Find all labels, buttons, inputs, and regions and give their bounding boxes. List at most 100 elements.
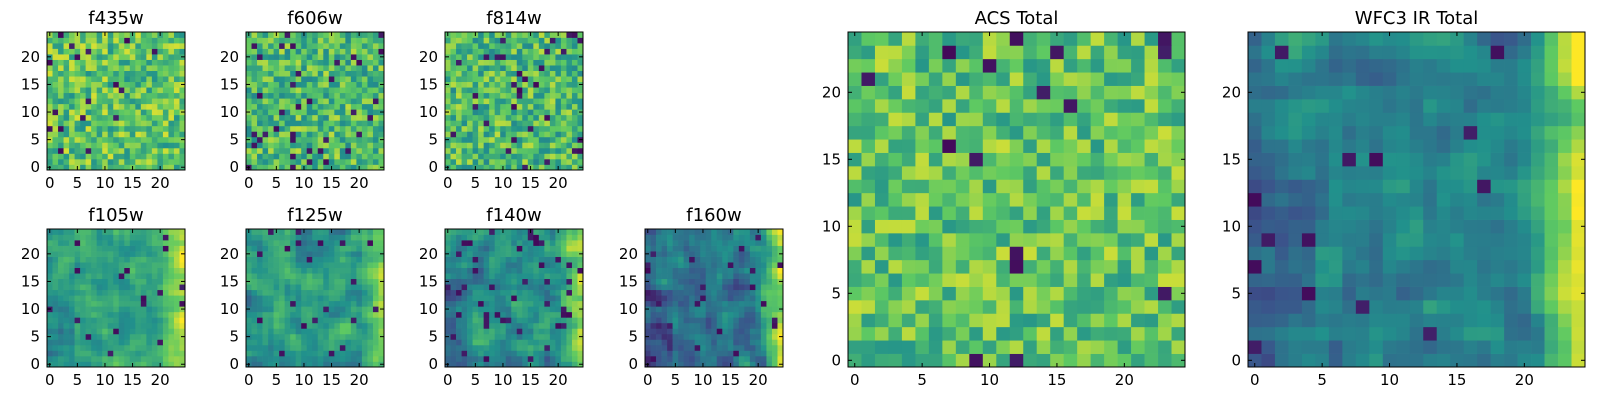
heatmap-cell xyxy=(738,322,745,329)
heatmap-cell xyxy=(467,37,473,44)
heatmap-cell xyxy=(494,98,501,105)
heatmap-cell xyxy=(915,259,930,274)
heatmap-cell xyxy=(549,311,556,318)
heatmap-cell xyxy=(372,229,379,235)
heatmap-cell xyxy=(135,344,142,351)
heatmap-cell xyxy=(262,273,269,280)
heatmap-cell xyxy=(489,131,496,138)
heatmap-cell xyxy=(157,136,164,143)
heatmap-cell xyxy=(350,87,357,94)
heatmap-cell xyxy=(538,43,545,49)
heatmap-cell xyxy=(312,328,319,335)
heatmap-cell xyxy=(345,350,352,357)
heatmap-cell xyxy=(257,65,263,71)
heatmap-cell xyxy=(151,65,158,71)
heatmap-cell xyxy=(516,87,523,94)
heatmap-cell xyxy=(516,153,523,160)
heatmap-cell xyxy=(874,259,889,274)
heatmap-cell xyxy=(339,328,346,335)
heatmap-cell xyxy=(273,87,280,94)
heatmap-cell xyxy=(577,92,584,99)
heatmap-cell xyxy=(560,81,567,88)
heatmap-cell xyxy=(760,273,767,280)
heatmap-cell xyxy=(705,289,712,296)
heatmap-cell xyxy=(367,59,374,66)
heatmap-cell xyxy=(771,229,778,235)
heatmap-cell xyxy=(555,109,562,116)
heatmap-cell xyxy=(96,131,103,138)
heatmap-cell xyxy=(58,300,64,307)
heatmap-cell xyxy=(711,317,718,324)
heatmap-cell xyxy=(467,284,473,291)
heatmap-cell xyxy=(124,114,131,121)
heatmap-cell xyxy=(650,278,657,285)
heatmap-cell xyxy=(323,344,330,351)
heatmap-cell xyxy=(251,103,258,110)
heatmap-cell xyxy=(522,361,529,368)
heatmap-cell xyxy=(478,76,484,83)
heatmap-cell xyxy=(533,125,540,132)
heatmap-cell xyxy=(168,92,175,99)
heatmap-cell xyxy=(378,322,385,329)
heatmap-cell xyxy=(102,131,109,138)
heatmap-cell xyxy=(107,48,114,55)
heatmap-cell xyxy=(372,262,379,268)
heatmap-cell xyxy=(118,92,125,99)
heatmap-cell xyxy=(328,350,335,357)
heatmap-cell xyxy=(124,32,131,38)
heatmap-cell xyxy=(96,289,103,296)
heatmap-cell xyxy=(279,70,285,77)
heatmap-cell xyxy=(146,311,153,318)
heatmap-cell xyxy=(538,32,545,38)
heatmap-cell xyxy=(511,339,518,346)
heatmap-cell xyxy=(339,344,346,351)
heatmap-cell xyxy=(744,284,751,291)
heatmap-cell xyxy=(140,98,147,105)
heatmap-cell xyxy=(268,43,274,49)
heatmap-cell xyxy=(251,92,258,99)
heatmap-cell xyxy=(113,136,120,143)
heatmap-cell xyxy=(251,322,258,329)
heatmap-cell xyxy=(450,240,457,246)
heatmap-cell xyxy=(527,234,534,241)
heatmap-cell xyxy=(467,267,473,274)
heatmap-cell xyxy=(472,125,479,132)
x-tick-label: 20 xyxy=(350,371,369,389)
heatmap-cell xyxy=(246,43,252,49)
heatmap-cell xyxy=(52,267,59,274)
heatmap-cell xyxy=(146,240,153,246)
heatmap-cell xyxy=(339,234,346,241)
heatmap-cell xyxy=(323,142,330,149)
heatmap-cell xyxy=(85,81,92,88)
heatmap-cell xyxy=(372,76,379,83)
heatmap-cell xyxy=(290,306,297,313)
heatmap-cell xyxy=(378,311,385,318)
heatmap-cell xyxy=(667,317,673,324)
heatmap-cell xyxy=(350,59,357,66)
heatmap-cell xyxy=(378,339,385,346)
heatmap-cell xyxy=(102,262,109,268)
heatmap-cell xyxy=(74,147,81,154)
heatmap-cell xyxy=(107,300,114,307)
heatmap-cell xyxy=(1050,273,1065,287)
heatmap-cell xyxy=(173,262,180,268)
heatmap-cell xyxy=(262,284,269,291)
heatmap-cell xyxy=(456,164,462,171)
heatmap-cell xyxy=(350,76,357,83)
heatmap-cell xyxy=(96,109,103,116)
heatmap-cell xyxy=(58,103,64,110)
heatmap-cell xyxy=(489,267,496,274)
heatmap-cell xyxy=(279,350,285,357)
heatmap-cell xyxy=(500,37,507,44)
heatmap-cell xyxy=(356,311,363,318)
heatmap-cell xyxy=(571,245,578,252)
heatmap-cell xyxy=(489,262,496,268)
heatmap-cell xyxy=(361,256,368,263)
heatmap-cell xyxy=(107,164,114,171)
heatmap-cell xyxy=(69,153,75,160)
heatmap-cell xyxy=(722,311,729,318)
heatmap-cell xyxy=(533,70,540,77)
heatmap-cell xyxy=(667,300,673,307)
heatmap-cell xyxy=(69,234,75,241)
heatmap-cell xyxy=(667,267,673,274)
